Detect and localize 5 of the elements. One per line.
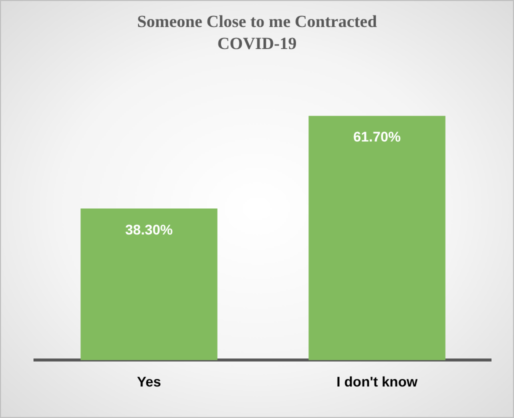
chart-title: Someone Close to me Contracted COVID-19 bbox=[136, 11, 378, 55]
data-label: 61.70% bbox=[353, 128, 402, 145]
x-tick-label: I don't know bbox=[336, 373, 418, 390]
x-tick-label: Yes bbox=[136, 373, 162, 390]
data-label: 38.30% bbox=[125, 221, 174, 238]
